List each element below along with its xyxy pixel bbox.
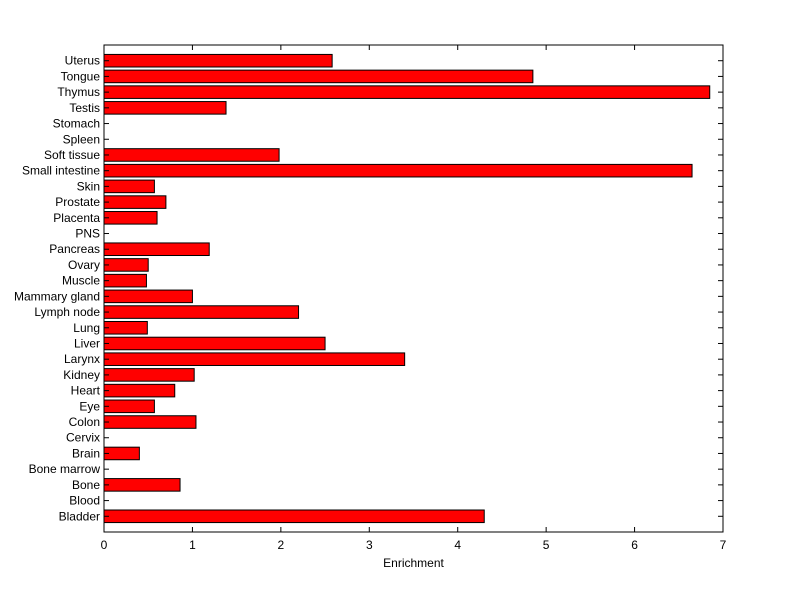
bar xyxy=(103,336,326,351)
bar xyxy=(103,101,227,115)
bar xyxy=(103,415,197,429)
category-label: Prostate xyxy=(55,195,100,209)
x-tick-label: 0 xyxy=(101,538,108,552)
bar xyxy=(103,446,140,461)
category-label: PNS xyxy=(75,227,100,241)
bar xyxy=(103,258,149,272)
bar xyxy=(103,179,155,194)
category-label: Lymph node xyxy=(34,305,100,319)
x-ticks-group: 0 1 2 3 4 5 6 7 xyxy=(101,45,727,552)
category-label: Small intestine xyxy=(22,164,100,178)
bar xyxy=(103,399,155,414)
category-label: Bone marrow xyxy=(29,462,101,476)
category-label: Thymus xyxy=(57,85,100,99)
category-label: Lung xyxy=(73,321,100,335)
category-label: Larynx xyxy=(64,352,100,366)
x-tick-label: 7 xyxy=(720,538,727,552)
category-label: Testis xyxy=(69,101,100,115)
category-label: Spleen xyxy=(63,132,100,146)
bar xyxy=(103,69,534,84)
bar xyxy=(103,53,333,68)
category-label: Uterus xyxy=(65,54,100,68)
category-label: Ovary xyxy=(68,258,100,272)
category-label: Mammary gland xyxy=(14,289,100,303)
category-label: Eye xyxy=(79,399,100,413)
bar xyxy=(103,195,167,209)
category-label: Bone xyxy=(72,478,100,492)
bar xyxy=(103,85,711,99)
category-label: Heart xyxy=(71,384,101,398)
category-label: Brain xyxy=(72,446,100,460)
bar xyxy=(103,383,176,398)
bar xyxy=(103,305,300,319)
category-label: Liver xyxy=(74,336,100,350)
category-label: Skin xyxy=(77,179,100,193)
x-axis-label: Enrichment xyxy=(383,556,444,570)
bar xyxy=(103,163,693,178)
x-tick-label: 4 xyxy=(454,538,461,552)
bar xyxy=(103,211,158,225)
category-label: Bladder xyxy=(59,509,100,523)
x-tick-label: 5 xyxy=(543,538,550,552)
category-label: Colon xyxy=(69,415,100,429)
bar xyxy=(103,289,193,304)
bar xyxy=(103,368,195,382)
plot-area xyxy=(104,45,723,532)
bar xyxy=(103,478,181,492)
x-tick-label: 1 xyxy=(189,538,196,552)
plot-frame xyxy=(103,44,724,533)
category-label: Stomach xyxy=(53,117,100,131)
category-label: Placenta xyxy=(53,211,100,225)
x-tick-label: 3 xyxy=(366,538,373,552)
bar xyxy=(103,273,147,288)
bar xyxy=(103,148,280,162)
bar xyxy=(103,242,210,257)
category-label: Muscle xyxy=(62,274,100,288)
bar xyxy=(103,352,406,366)
category-label: Pancreas xyxy=(49,242,100,256)
bar xyxy=(103,509,485,524)
category-label: Blood xyxy=(69,494,100,508)
bar xyxy=(103,320,148,335)
category-label: Tongue xyxy=(61,69,101,83)
x-tick-label: 2 xyxy=(278,538,285,552)
x-tick-label: 6 xyxy=(631,538,638,552)
category-label: Cervix xyxy=(66,431,100,445)
category-label: Soft tissue xyxy=(44,148,100,162)
category-label: Kidney xyxy=(63,368,100,382)
